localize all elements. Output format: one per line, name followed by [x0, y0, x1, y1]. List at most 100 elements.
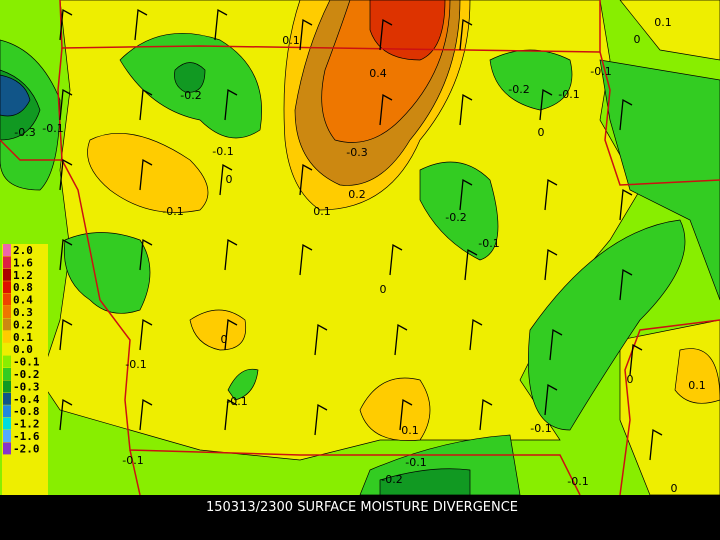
contour-label: -0.1 [558, 88, 579, 101]
wind-barb [224, 238, 238, 271]
contour-label: 0.1 [313, 205, 331, 218]
wind-barb [139, 238, 153, 271]
contour-labels: 0.10.100.4 -0.1-0.2 -0.2 -0.1-0.3 -0.1 0-0.1-… [14, 16, 705, 495]
wind-barb [379, 93, 393, 126]
contour-label: -0.1 [162, 205, 183, 218]
wind-barb [59, 8, 73, 41]
contour-label: 0.4 [369, 67, 387, 80]
wind-barb [619, 98, 633, 131]
legend-swatch [3, 405, 11, 418]
wind-barb [224, 318, 238, 351]
legend-swatch [3, 318, 11, 331]
wind-barb [619, 188, 633, 221]
wind-barb [399, 398, 413, 431]
contour-label: -0.2 [180, 89, 201, 102]
wind-barb [544, 178, 558, 211]
contour-label: -0.1 [590, 65, 611, 78]
wind-barb [394, 323, 408, 356]
contour-label: 0 [671, 482, 678, 495]
legend-label: 0.2 [13, 318, 33, 331]
legend-swatch [3, 355, 11, 368]
contour-label: -0.3 [14, 126, 35, 139]
contour-label: 0.1 [282, 34, 300, 47]
wind-barb [134, 8, 148, 41]
wind-barb [619, 268, 633, 301]
legend-label: -0.1 [13, 356, 40, 369]
legend-swatch [3, 380, 11, 393]
map: 0.10.100.4 -0.1-0.2 -0.2 -0.1-0.3 -0.1 0-0.1-… [0, 0, 720, 495]
contour-label: 0.2 [348, 188, 366, 201]
legend-swatch [3, 442, 11, 455]
wind-barb [59, 238, 73, 271]
wind-barb [139, 398, 153, 431]
wind-barb [544, 383, 558, 416]
contour-label: -0.1 [478, 237, 499, 250]
contour-label: 0 [627, 373, 634, 386]
contour-label: -0.1 [212, 145, 233, 158]
legend-swatch [3, 430, 11, 442]
wind-barb [649, 428, 663, 461]
contour-label: -0.1 [530, 422, 551, 435]
legend-label: -1.6 [13, 430, 40, 443]
wind-barb [389, 243, 403, 276]
wind-barb [314, 403, 328, 436]
wind-barb [139, 318, 153, 351]
wind-barbs [59, 8, 663, 461]
legend-label: -1.2 [13, 418, 40, 431]
contour-label: -0.1 [226, 395, 247, 408]
wind-barb [544, 248, 558, 281]
wind-barb [469, 318, 483, 351]
legend-swatch [3, 417, 11, 430]
legend-label: -0.2 [13, 368, 40, 381]
contour-label: 0.1 [401, 424, 419, 437]
wind-barb [139, 88, 153, 121]
legend-label: 0.1 [13, 331, 33, 344]
legend-label: 0.4 [13, 294, 33, 307]
wind-barb [224, 398, 238, 431]
contour-label: -0.1 [42, 122, 63, 135]
legend-swatch [3, 293, 11, 306]
legend-label: 1.6 [13, 256, 33, 269]
legend-swatch [3, 306, 11, 318]
wind-barb [59, 88, 73, 121]
contour-label: -0.2 [508, 83, 529, 96]
contour-label: -0.1 [405, 456, 426, 469]
contour-label: 0 [634, 33, 641, 46]
contour-label: 0 [221, 333, 228, 346]
legend-swatch [3, 256, 11, 269]
legend-swatch [3, 268, 11, 281]
wind-barb [299, 163, 313, 196]
legend-label: 2.0 [13, 244, 33, 257]
legend-label: 0.8 [13, 281, 33, 294]
wind-barb [214, 8, 228, 41]
contour-label: 0 [226, 173, 233, 186]
wind-barb [224, 88, 238, 121]
wind-barb [539, 88, 553, 121]
legend-swatch [3, 244, 11, 256]
legend-swatch [3, 330, 11, 343]
legend-label: -2.0 [13, 442, 40, 455]
legend-swatch [3, 392, 11, 405]
legend-swatch [3, 343, 11, 356]
legend-label: 0.3 [13, 306, 33, 319]
wind-barb [299, 18, 313, 51]
legend: 2.01.61.20.80.40.30.20.10.0-0.1-0.2-0.3-… [2, 244, 48, 495]
contour-label: -0.3 [346, 146, 367, 159]
wind-barb [459, 93, 473, 126]
wind-barb [139, 158, 153, 191]
wind-barb [549, 328, 563, 361]
legend-swatch [3, 368, 11, 380]
legend-label: -0.4 [13, 393, 40, 406]
wind-barb [59, 398, 73, 431]
contour-label: -0.1 [567, 475, 588, 488]
contour-label: -0.1 [125, 358, 146, 371]
title: 150313/2300 SURFACE MOISTURE DIVERGENCE [205, 500, 519, 515]
contour-label: 0.1 [688, 379, 706, 392]
legend-swatch [3, 281, 11, 294]
wind-barb [459, 18, 473, 51]
contour-label: -0.2 [381, 473, 402, 486]
wind-barb [314, 323, 328, 356]
wind-barb [379, 18, 393, 51]
contour-label: -0.1 [122, 454, 143, 467]
